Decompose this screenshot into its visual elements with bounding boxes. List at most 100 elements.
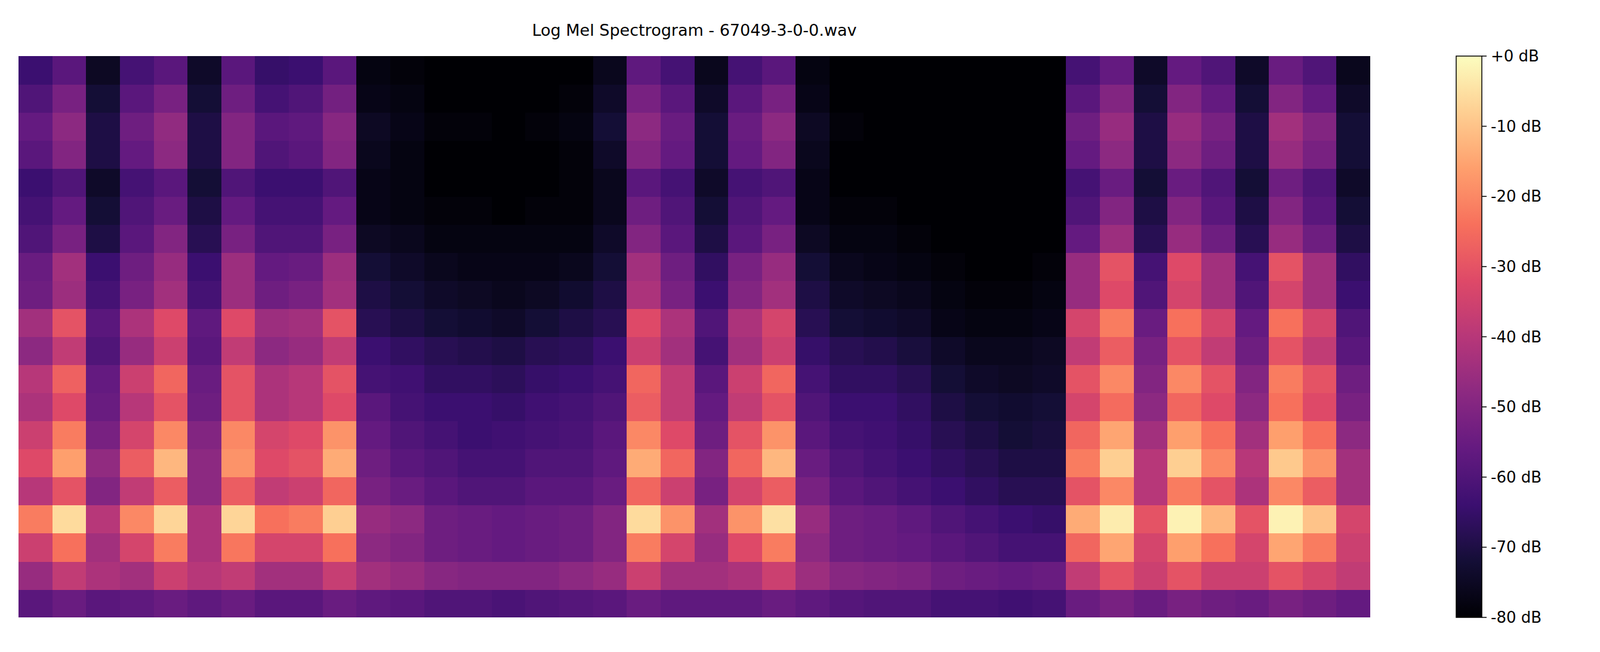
cell (559, 505, 594, 535)
cell (52, 533, 87, 563)
cell (1167, 308, 1202, 338)
cell (288, 561, 323, 591)
cell (424, 477, 459, 507)
cell (525, 421, 560, 450)
cell (1302, 421, 1337, 450)
colorbar-tick (1481, 336, 1487, 338)
cell (187, 140, 222, 169)
cell (559, 252, 594, 282)
cell (1268, 280, 1303, 310)
cell (1167, 56, 1202, 85)
cell (221, 140, 256, 169)
cell (390, 561, 425, 591)
cell (424, 224, 459, 254)
cell (187, 308, 222, 338)
cell (356, 84, 391, 113)
cell (626, 477, 661, 507)
cell (254, 505, 289, 535)
cell (593, 112, 628, 141)
cell (52, 393, 87, 422)
cell (1235, 196, 1270, 225)
cell (525, 561, 560, 591)
cell (593, 421, 628, 450)
cell (322, 589, 357, 618)
cell (221, 252, 256, 282)
cell (322, 561, 357, 591)
cell (1336, 84, 1371, 113)
cell (424, 561, 459, 591)
cell (593, 365, 628, 394)
cell (829, 337, 864, 366)
figure: Log Mel Spectrogram - 67049-3-0-0.wav+0 … (0, 0, 1600, 652)
cell (1235, 56, 1270, 85)
cell (1032, 56, 1067, 85)
cell (1235, 421, 1270, 450)
cell (863, 337, 898, 366)
cell (525, 56, 560, 85)
cell (153, 84, 188, 113)
cell (525, 533, 560, 563)
cell (998, 308, 1033, 338)
cell (1167, 421, 1202, 450)
cell (863, 477, 898, 507)
cell (863, 224, 898, 254)
cell (153, 196, 188, 225)
cell (288, 56, 323, 85)
cell (1099, 112, 1134, 141)
cell (694, 84, 729, 113)
cell (1336, 252, 1371, 282)
cell (998, 252, 1033, 282)
cell (660, 533, 695, 563)
cell (187, 589, 222, 618)
cell (1065, 196, 1100, 225)
cell (457, 589, 492, 618)
cell (1133, 84, 1168, 113)
cell (525, 168, 560, 197)
cell (1065, 477, 1100, 507)
cell (187, 280, 222, 310)
cell (694, 224, 729, 254)
cell (288, 308, 323, 338)
cell (829, 477, 864, 507)
cell (965, 393, 1000, 422)
cell (187, 84, 222, 113)
cell (930, 224, 966, 254)
cell (1065, 112, 1100, 141)
cell (119, 224, 154, 254)
plot-background (18, 56, 1371, 618)
cell (525, 196, 560, 225)
cell (525, 337, 560, 366)
cell (85, 112, 120, 141)
cell (525, 84, 560, 113)
cell (1065, 56, 1100, 85)
cell (525, 365, 560, 394)
cell (85, 365, 120, 394)
cell (221, 84, 256, 113)
cell (1201, 393, 1236, 422)
cell (424, 505, 459, 535)
cell (457, 308, 492, 338)
cell (457, 337, 492, 366)
cell (998, 168, 1033, 197)
cell (728, 589, 763, 618)
cell (356, 112, 391, 141)
cell (254, 449, 289, 479)
cell (52, 84, 87, 113)
cell (18, 280, 53, 310)
cell (694, 140, 729, 169)
cell (559, 533, 594, 563)
cell (863, 196, 898, 225)
cell (559, 337, 594, 366)
cell (119, 196, 154, 225)
cell (559, 393, 594, 422)
cell (424, 449, 459, 479)
cell (660, 421, 695, 450)
cell (1032, 224, 1067, 254)
cell (930, 140, 966, 169)
cell (1133, 280, 1168, 310)
cell (728, 168, 763, 197)
cell (728, 84, 763, 113)
cell (424, 421, 459, 450)
cell (626, 224, 661, 254)
cell (1302, 449, 1337, 479)
